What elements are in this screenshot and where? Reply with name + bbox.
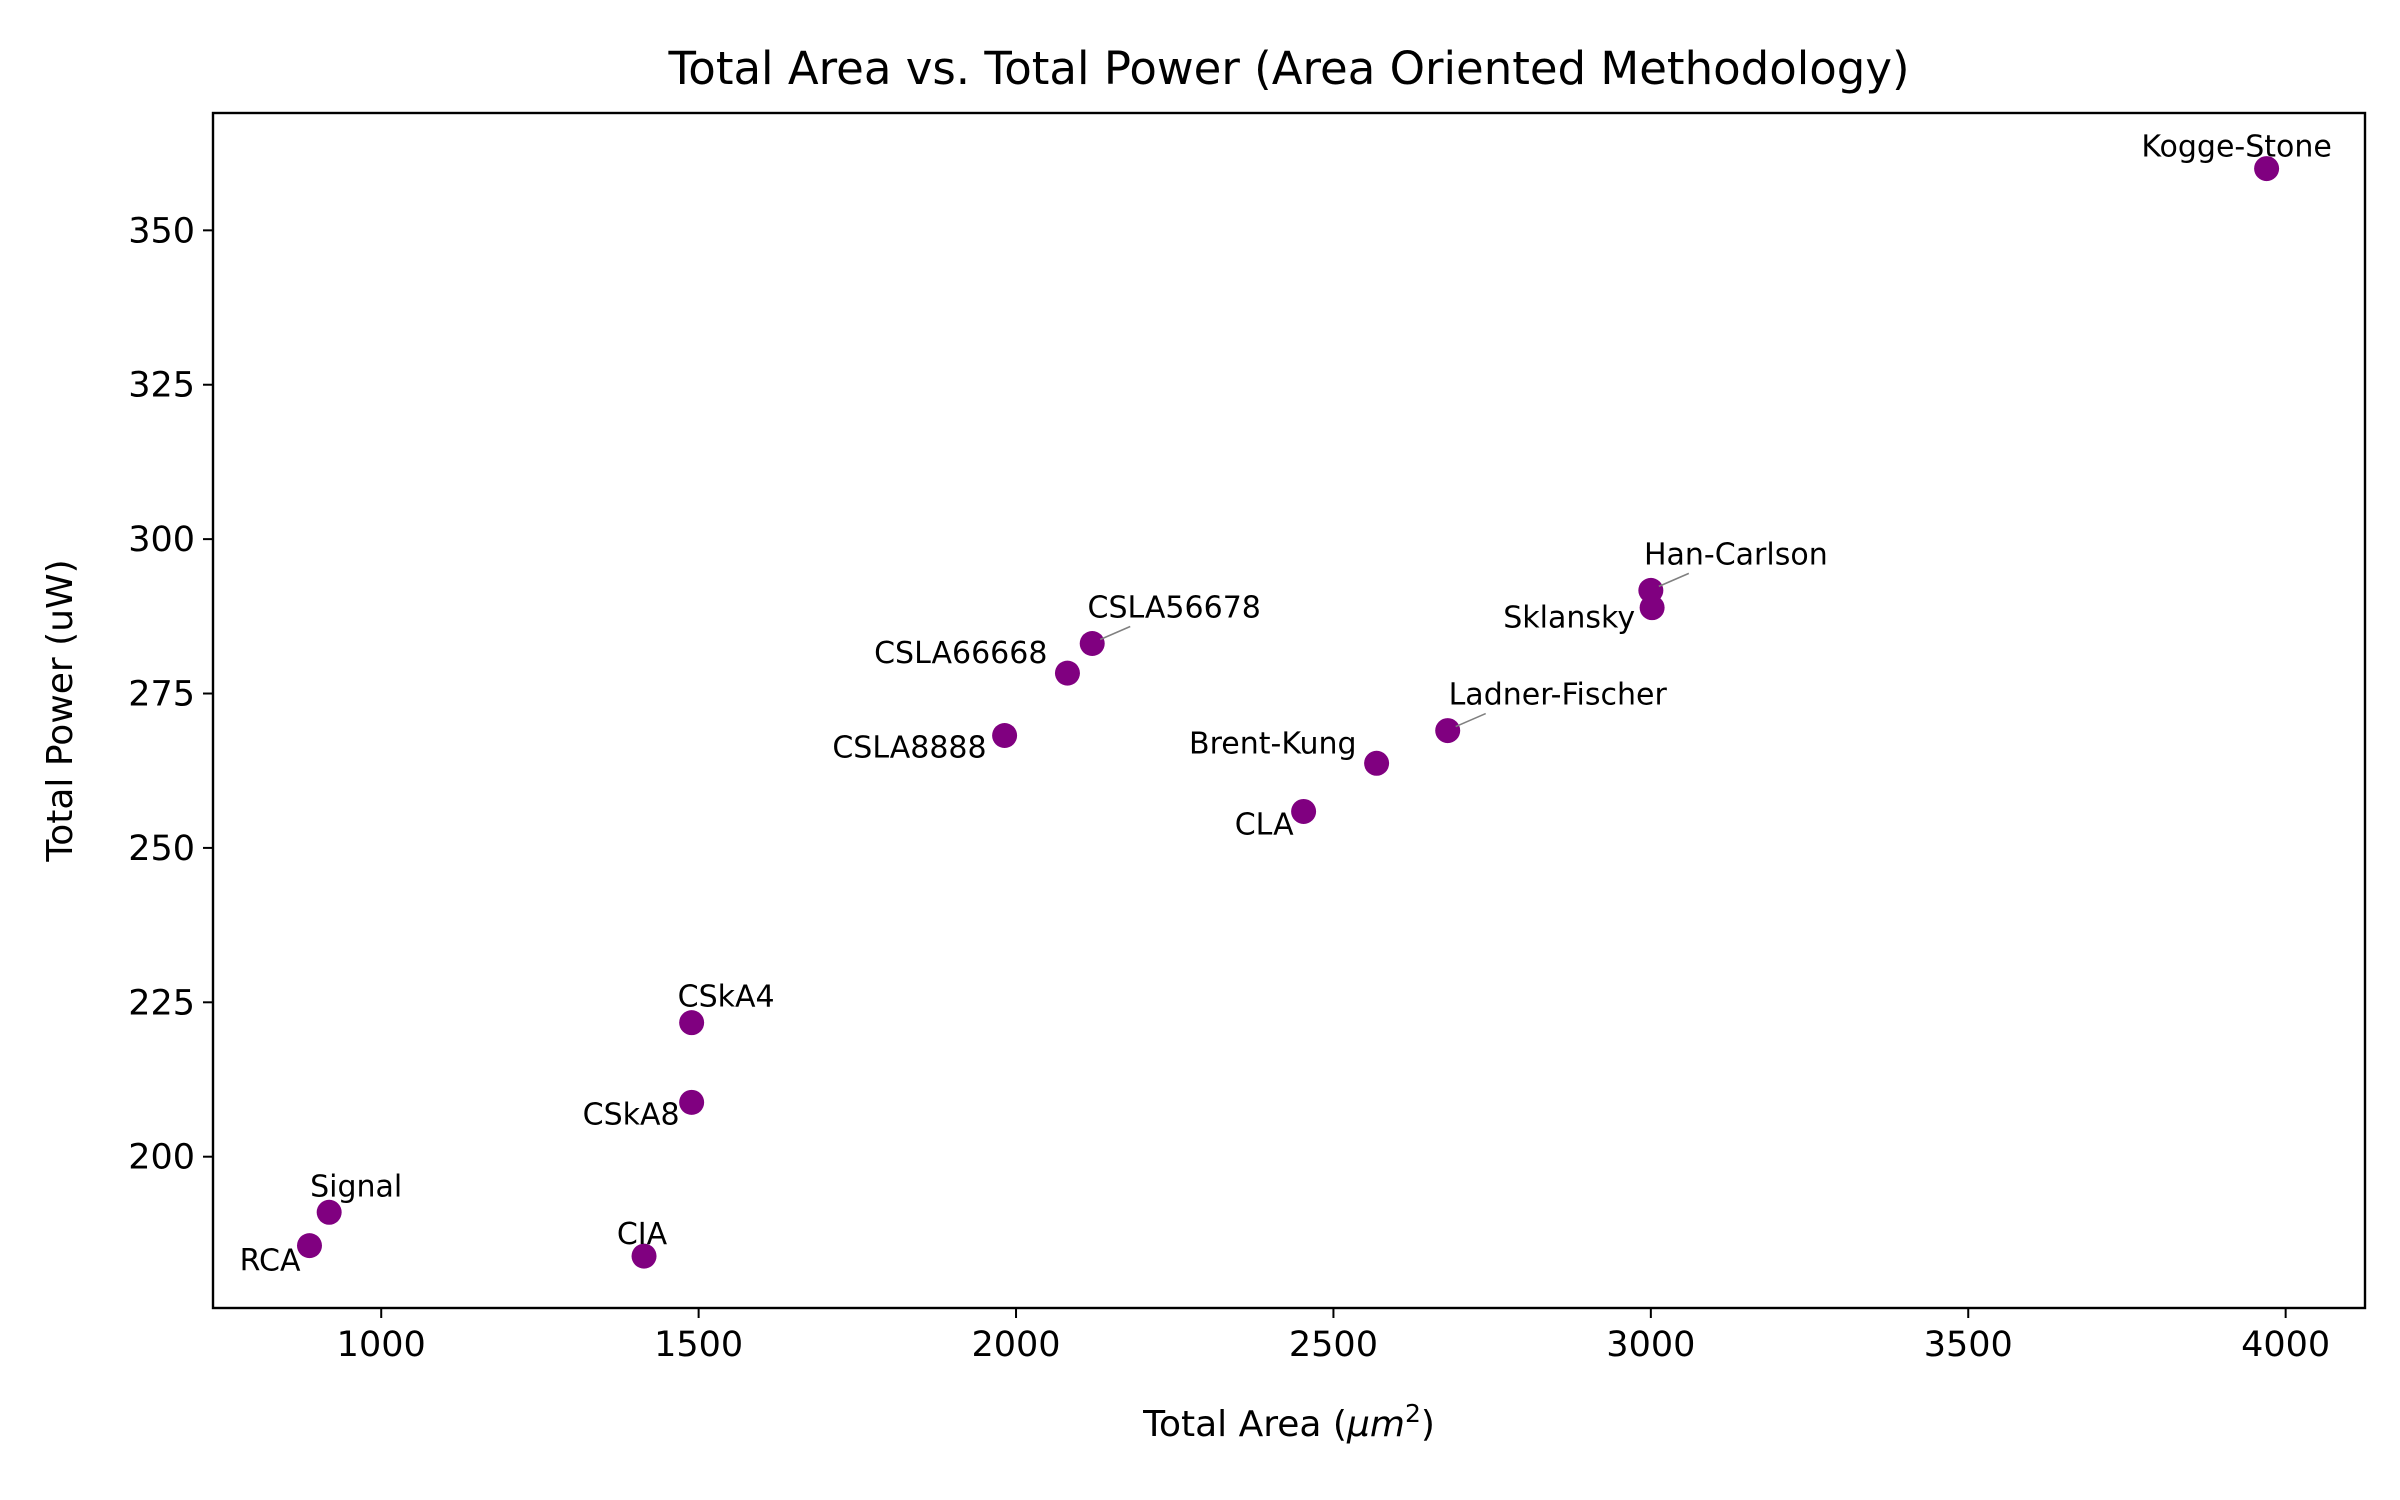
point-label: Sklansky [1503,601,1635,636]
y-tick-label: 225 [128,983,195,1023]
point-label: CSLA8888 [832,731,986,766]
x-tick-label: 1000 [337,1325,426,1365]
data-point [992,723,1018,749]
data-point [1054,660,1080,686]
data-point [679,1089,705,1115]
label-leader-line [1099,625,1131,641]
point-label: Han-Carlson [1644,537,1828,572]
point-label: CSkA4 [678,980,775,1015]
point-label: CSLA66668 [874,636,1047,671]
point-labels: Kogge-Stone Han-Carlson Sklansky Ladner-Fis… [240,130,2332,1279]
data-point [296,1233,322,1259]
x-tick-label: 2500 [1289,1325,1378,1365]
axis-ticks: 1000 1500 2000 2500 3000 3500 4000 200 225 250 275… [128,211,2330,1365]
point-label: Kogge-Stone [2141,130,2332,165]
x-axis-label: Total Area (μm2) [1142,1399,1435,1445]
plot-frame [211,111,2367,1310]
data-points [296,156,2280,1269]
data-point [316,1199,342,1225]
point-label: Ladner-Fischer [1449,678,1668,713]
data-point [1079,630,1105,656]
data-point [2254,156,2280,182]
data-point [1435,718,1461,744]
label-leader-line [1658,572,1690,588]
y-tick-label: 325 [128,366,195,406]
data-point [1291,798,1317,824]
data-point [1364,750,1390,776]
data-point [631,1243,657,1269]
point-label: CIA [617,1217,668,1252]
chart-title: Total Area vs. Total Power (Area Oriente… [667,42,1909,95]
data-point [679,1010,705,1036]
y-tick-label: 350 [128,211,195,251]
label-leader-line [1455,712,1487,728]
y-tick-label: 200 [128,1138,195,1178]
y-axis-label: Total Power (uW) [40,559,81,862]
x-tick-label: 3000 [1606,1325,1695,1365]
y-tick-label: 250 [128,829,195,869]
y-tick-label: 275 [128,675,195,715]
point-label: Brent-Kung [1189,726,1357,761]
point-label: CLA [1235,807,1294,842]
point-label: Signal [310,1169,402,1204]
x-tick-label: 2000 [971,1325,1060,1365]
y-tick-label: 300 [128,520,195,560]
point-label: CSkA8 [583,1097,680,1132]
x-tick-label: 3500 [1924,1325,2013,1365]
data-point [1639,595,1665,621]
point-label: CSLA56678 [1088,590,1261,625]
x-tick-label: 4000 [2241,1325,2330,1365]
point-label: RCA [240,1244,301,1279]
x-tick-label: 1500 [654,1325,743,1365]
